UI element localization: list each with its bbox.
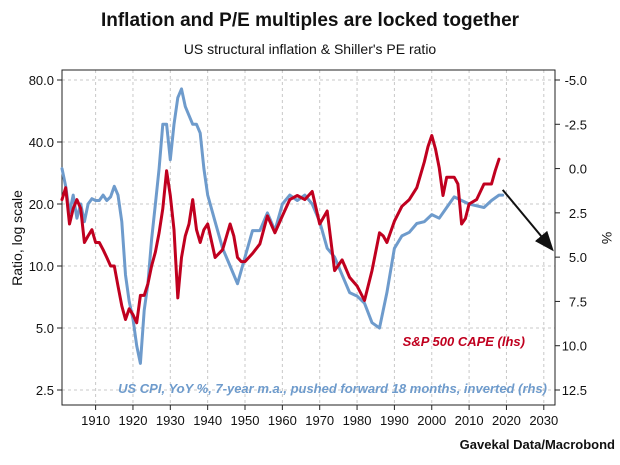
right-tick-label: -2.5 bbox=[565, 117, 587, 132]
annotations bbox=[501, 189, 554, 252]
x-tick-label: 2010 bbox=[455, 413, 484, 428]
legend-cape: S&P 500 CAPE (lhs) bbox=[403, 334, 525, 349]
chart-subtitle: US structural inflation & Shiller's PE r… bbox=[184, 41, 437, 57]
x-tick-label: 2030 bbox=[529, 413, 558, 428]
plot-area-frame bbox=[61, 69, 556, 406]
right-tick-label: -5.0 bbox=[565, 73, 587, 88]
left-axis-ticks: 80.0 40.0 20.0 10.0 5.0 2.5 bbox=[29, 73, 62, 398]
right-tick-label: 12.5 bbox=[562, 383, 587, 398]
x-tick-label: 1920 bbox=[119, 413, 148, 428]
x-tick-label: 1940 bbox=[193, 413, 222, 428]
left-tick-label: 5.0 bbox=[36, 321, 54, 336]
left-tick-label: 10.0 bbox=[29, 259, 54, 274]
gridlines bbox=[62, 70, 555, 405]
x-tick-label: 1910 bbox=[81, 413, 110, 428]
right-tick-label: 7.5 bbox=[569, 294, 587, 309]
left-tick-label: 80.0 bbox=[29, 73, 54, 88]
legend-cpi: US CPI, YoY %, 7-year m.a., pushed forwa… bbox=[118, 381, 547, 396]
right-tick-label: 2.5 bbox=[569, 206, 587, 221]
x-tick-label: 2000 bbox=[417, 413, 446, 428]
series-line-cpi bbox=[60, 87, 505, 365]
left-tick-label: 40.0 bbox=[29, 135, 54, 150]
x-tick-label: 1980 bbox=[343, 413, 372, 428]
right-axis-ticks: -5.0 -2.5 0.0 2.5 5.0 7.5 10.0 12.5 bbox=[555, 73, 587, 398]
left-axis-label: Ratio, log scale bbox=[9, 190, 25, 286]
right-tick-label: 10.0 bbox=[562, 339, 587, 354]
series-lines bbox=[60, 87, 505, 365]
series-line-cape bbox=[60, 134, 501, 325]
source-label: Gavekal Data/Macrobond bbox=[460, 437, 615, 452]
left-tick-label: 2.5 bbox=[36, 383, 54, 398]
right-tick-label: 0.0 bbox=[569, 162, 587, 177]
x-tick-label: 2020 bbox=[492, 413, 521, 428]
x-tick-label: 1930 bbox=[156, 413, 185, 428]
x-tick-label: 1960 bbox=[268, 413, 297, 428]
x-tick-label: 1970 bbox=[305, 413, 334, 428]
left-tick-label: 20.0 bbox=[29, 197, 54, 212]
right-tick-label: 5.0 bbox=[569, 250, 587, 265]
x-axis-ticks: 1910 1920 1930 1940 1950 1960 1970 1980 1990 2000… bbox=[81, 405, 558, 428]
x-tick-label: 1950 bbox=[231, 413, 260, 428]
chart-title: Inflation and P/E multiples are locked t… bbox=[101, 10, 520, 31]
right-axis-label: % bbox=[599, 232, 615, 244]
trend-arrow bbox=[501, 189, 554, 252]
x-tick-label: 1990 bbox=[380, 413, 409, 428]
